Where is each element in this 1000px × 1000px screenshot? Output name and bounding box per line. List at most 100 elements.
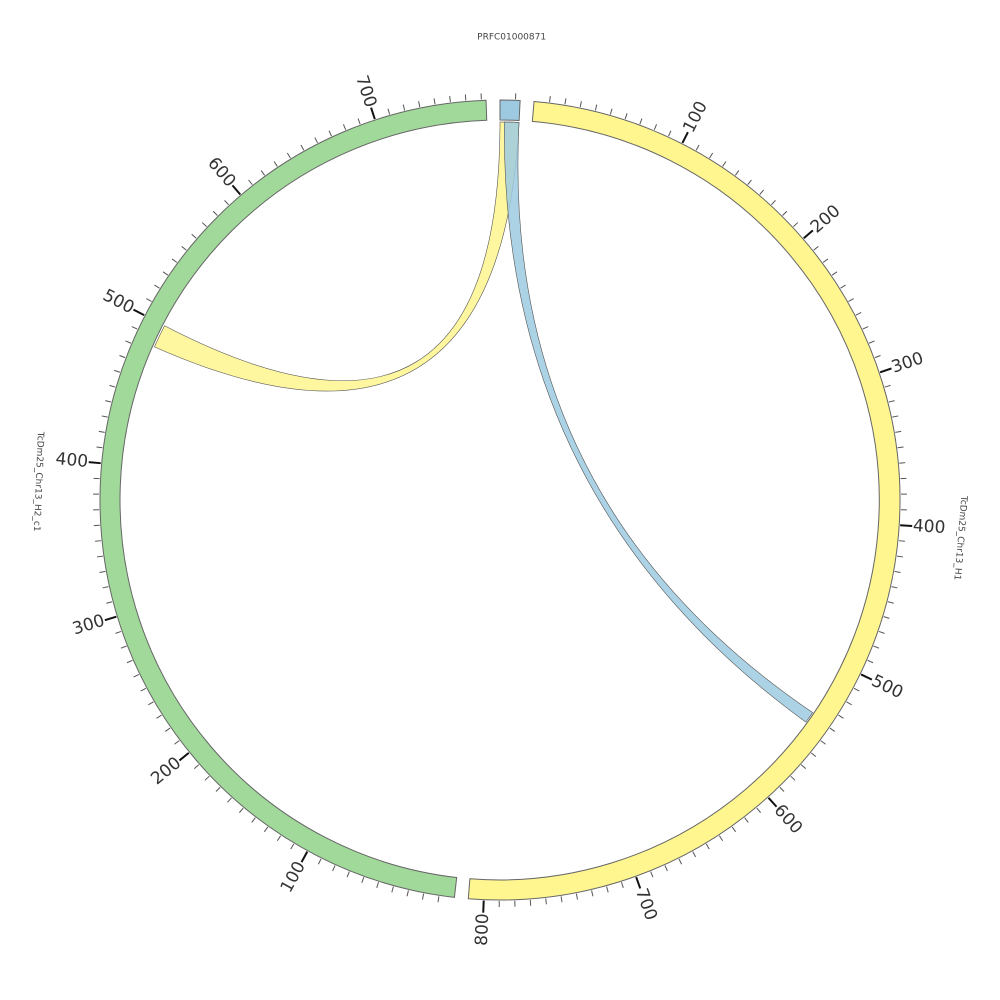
tick-label: 200 (147, 753, 185, 789)
tick-label: 800 (472, 913, 493, 946)
minor-tick (779, 786, 785, 792)
minor-tick (148, 701, 154, 706)
major-tick (767, 797, 778, 808)
minor-tick (376, 882, 379, 889)
minor-tick (106, 601, 113, 604)
minor-tick (193, 764, 200, 770)
minor-tick (224, 200, 229, 206)
link (154, 121, 520, 392)
minor-tick (894, 570, 901, 573)
minor-tick (248, 179, 253, 185)
minor-tick (421, 893, 425, 900)
major-tick (104, 615, 117, 622)
minor-tick (862, 326, 869, 330)
minor-tick (800, 764, 807, 770)
minor-tick (668, 130, 672, 137)
tick-label: 400 (912, 516, 946, 538)
major-tick (133, 308, 145, 317)
minor-tick (549, 96, 551, 103)
minor-tick (678, 858, 683, 865)
tick-label: 500 (868, 671, 906, 703)
minor-tick (464, 94, 467, 101)
minor-tick (873, 645, 880, 649)
minor-tick (437, 896, 440, 903)
minor-tick (102, 586, 109, 589)
minor-tick (251, 817, 256, 823)
minor-tick (887, 601, 894, 604)
minor-tick (884, 384, 891, 388)
minor-tick (867, 659, 874, 664)
major-tick (231, 184, 242, 196)
minor-tick (545, 898, 547, 905)
minor-tick (853, 687, 860, 692)
minor-tick (98, 430, 105, 433)
minor-tick (146, 298, 152, 302)
minor-tick (609, 108, 613, 115)
major-tick (635, 876, 642, 889)
minor-tick (756, 807, 761, 813)
minor-tick (718, 835, 724, 841)
minor-tick (115, 630, 122, 634)
minor-tick (653, 124, 658, 131)
minor-tick (575, 893, 579, 900)
minor-tick (883, 616, 890, 619)
tick-label: 500 (99, 285, 137, 318)
segment (99, 99, 488, 898)
minor-tick (263, 826, 269, 833)
minor-tick (162, 271, 169, 276)
minor-tick (191, 233, 197, 239)
minor-tick (560, 896, 563, 903)
minor-tick (181, 246, 187, 251)
minor-tick (591, 890, 594, 897)
minor-tick (332, 865, 336, 872)
minor-tick (120, 645, 127, 649)
link (504, 121, 813, 723)
minor-tick (878, 630, 885, 634)
tick-label: 200 (807, 201, 845, 237)
minor-tick (771, 200, 776, 206)
segment-label: TcDm25_Chr13_H2_c1 (31, 431, 45, 532)
minor-tick (164, 727, 171, 732)
minor-tick (594, 104, 598, 111)
segment (467, 100, 901, 901)
minor-tick (96, 555, 104, 558)
minor-tick (705, 843, 710, 850)
minor-tick (892, 415, 899, 418)
minor-tick (709, 152, 714, 159)
minor-tick (342, 124, 347, 131)
minor-tick (822, 258, 829, 263)
minor-tick (896, 555, 904, 558)
minor-tick (101, 415, 108, 418)
major-tick (681, 131, 689, 144)
minor-tick (895, 430, 902, 433)
minor-tick (286, 152, 291, 159)
minor-tick (227, 797, 232, 803)
tick-label: 700 (631, 886, 661, 923)
minor-tick (215, 786, 221, 792)
minor-tick (260, 170, 266, 176)
minor-tick (846, 701, 852, 706)
minor-tick (273, 161, 278, 167)
segment-label: TcDm25_Chr13_H1 (951, 494, 968, 580)
minor-tick (276, 835, 282, 841)
major-tick (860, 673, 873, 681)
minor-tick (898, 540, 905, 542)
minor-tick (239, 807, 244, 813)
minor-tick (744, 817, 749, 823)
minor-tick (891, 586, 898, 589)
minor-tick (119, 355, 126, 359)
minor-tick (346, 871, 350, 878)
minor-tick (212, 210, 218, 216)
minor-tick (328, 130, 332, 137)
major-tick (300, 851, 309, 863)
minor-tick (317, 858, 322, 865)
minor-tick (848, 298, 854, 302)
minor-tick (114, 369, 121, 373)
minor-tick (793, 222, 799, 228)
tick-label: 300 (889, 348, 926, 377)
major-tick (88, 461, 101, 465)
minor-tick (722, 161, 727, 167)
minor-tick (300, 144, 305, 151)
minor-tick (759, 189, 765, 195)
